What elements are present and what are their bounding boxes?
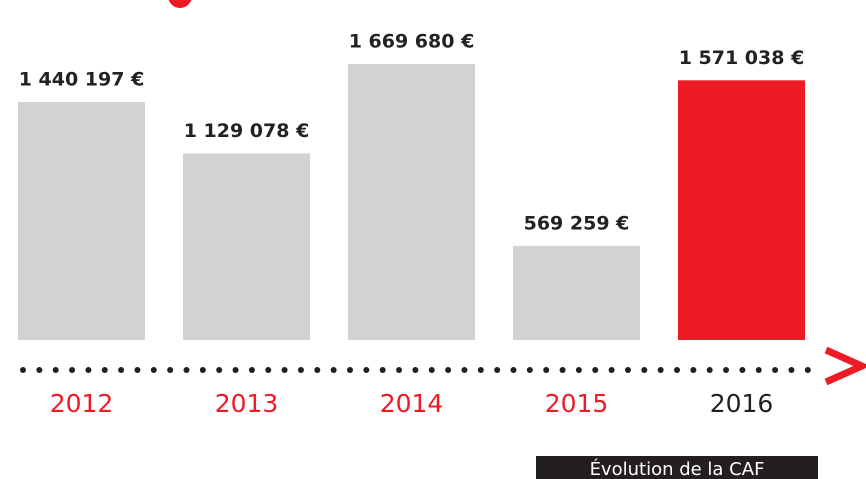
dot: [314, 367, 321, 373]
dot: [559, 367, 566, 373]
annotation: Évolution de la CAF: [590, 458, 765, 479]
dot: [167, 367, 174, 373]
dot: [379, 367, 386, 373]
value-label: 569 259 €: [524, 212, 630, 234]
dot: [494, 367, 501, 373]
dot: [118, 367, 125, 373]
dot: [52, 367, 59, 373]
dot: [477, 367, 484, 373]
dot: [575, 367, 582, 373]
dot: [20, 367, 26, 373]
dot: [347, 367, 353, 373]
dot: [723, 367, 730, 373]
dot: [657, 367, 664, 373]
dot: [543, 367, 550, 373]
dot: [641, 367, 648, 373]
dot: [36, 367, 43, 373]
dot: [199, 367, 206, 373]
dot: [445, 367, 452, 373]
dot: [183, 367, 190, 373]
dot: [772, 367, 779, 373]
dot: [69, 367, 76, 373]
value-label: 1 440 197 €: [19, 68, 145, 90]
category-label: 2012: [50, 389, 114, 418]
dot: [510, 367, 517, 373]
dot: [363, 367, 370, 373]
dot: [265, 367, 272, 373]
dot: [232, 367, 239, 373]
dot: [281, 367, 288, 373]
dot: [608, 367, 615, 373]
category-label: 2016: [710, 389, 774, 418]
dot: [674, 367, 680, 373]
category-label: 2015: [545, 389, 609, 418]
dot: [788, 367, 795, 373]
category-label: 2013: [215, 389, 279, 418]
dot: [396, 367, 403, 373]
bar: [348, 64, 475, 340]
value-label: 1 669 680 €: [349, 31, 475, 53]
value-label: 1 571 038 €: [679, 47, 805, 69]
bar: [183, 153, 310, 340]
dot: [739, 367, 746, 373]
annotation-box: [536, 456, 818, 479]
dot: [690, 367, 697, 373]
dot: [706, 367, 713, 373]
dot: [101, 367, 108, 373]
dot: [526, 367, 533, 373]
dot: [134, 367, 141, 373]
dot: [330, 367, 337, 373]
bar: [513, 245, 640, 340]
bar: [18, 101, 145, 340]
dot: [150, 367, 157, 373]
value-label: 1 129 078 €: [184, 120, 310, 142]
dot: [216, 367, 223, 373]
dot: [804, 367, 811, 373]
dot: [755, 367, 762, 373]
decoration-dot: [168, 0, 192, 8]
dot: [592, 367, 599, 373]
category-label: 2014: [380, 389, 444, 418]
dot: [297, 367, 304, 373]
dot: [85, 367, 92, 373]
timeline-dots: [20, 367, 811, 373]
timeline-arrow: [824, 346, 866, 386]
bar: [678, 80, 805, 340]
dot: [624, 367, 631, 373]
dot: [461, 367, 468, 373]
dot: [412, 367, 419, 373]
dot: [248, 367, 255, 373]
dot: [428, 367, 435, 373]
